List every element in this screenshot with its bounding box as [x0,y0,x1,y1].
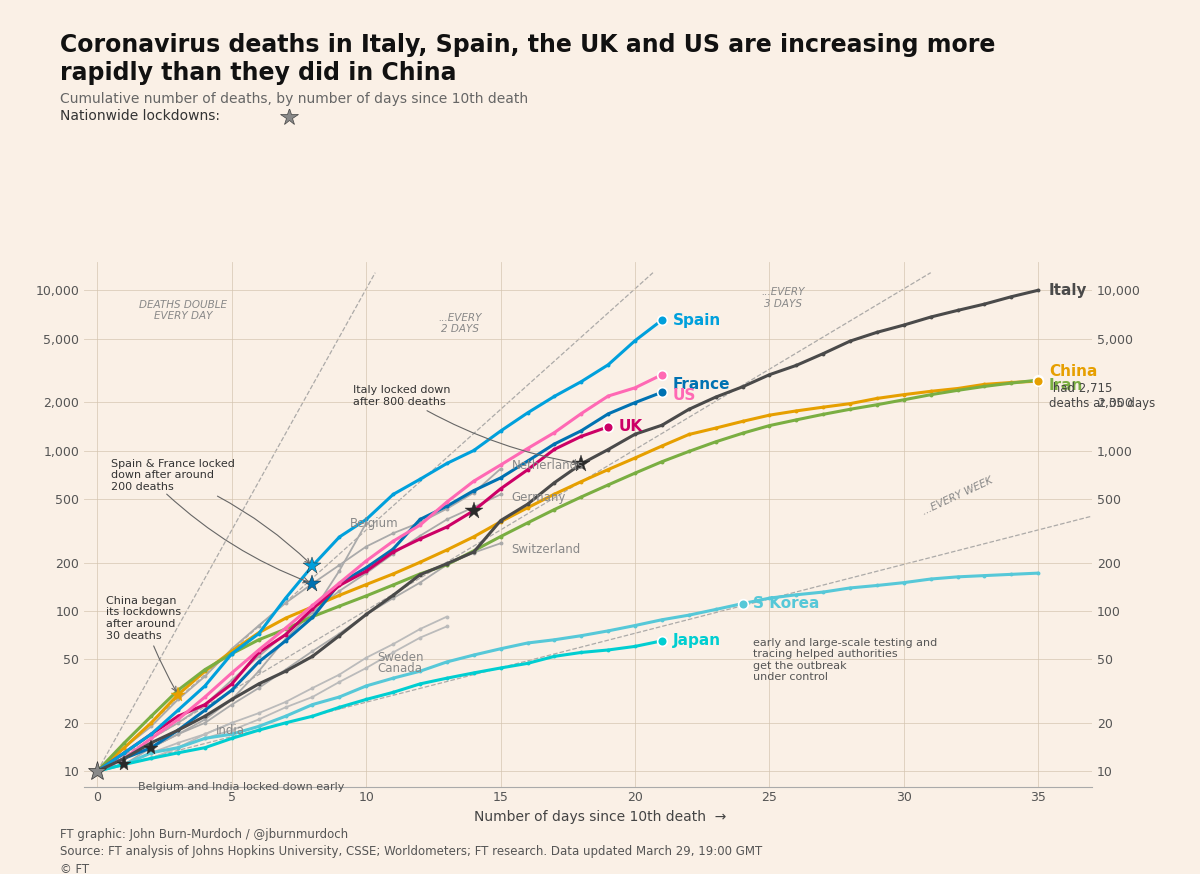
Text: Japan: Japan [673,634,721,649]
Text: ...EVERY WEEK: ...EVERY WEEK [920,475,995,517]
Text: S Korea: S Korea [754,596,820,611]
Text: FT graphic: John Burn-Murdoch / @jburnmurdoch: FT graphic: John Burn-Murdoch / @jburnmu… [60,828,348,841]
Text: rapidly than they did in China: rapidly than they did in China [60,61,456,85]
Text: US: US [673,388,696,403]
Text: early and large-scale testing and
tracing helped authorities
get the outbreak
un: early and large-scale testing and tracin… [754,638,937,683]
Text: Cumulative number of deaths, by number of days since 10th death: Cumulative number of deaths, by number o… [60,92,528,106]
Text: France: France [673,377,730,392]
Text: DEATHS DOUBLE
EVERY DAY: DEATHS DOUBLE EVERY DAY [139,300,228,322]
Text: had 2,715
deaths at 35 days: had 2,715 deaths at 35 days [1049,382,1156,410]
Text: China: China [1049,364,1097,379]
Text: Netherlands: Netherlands [511,459,583,472]
Text: Canada: Canada [377,662,422,675]
Text: Germany: Germany [511,491,565,504]
Text: Sweden: Sweden [377,651,424,664]
Text: UK: UK [619,420,643,434]
Text: Spain: Spain [673,313,721,328]
Text: Spain & France locked
down after around
200 deaths: Spain & France locked down after around … [110,459,310,563]
Text: Italy: Italy [1049,283,1087,298]
Text: ...EVERY
2 DAYS: ...EVERY 2 DAYS [438,313,482,335]
Text: Iran: Iran [1049,378,1084,393]
Text: © FT: © FT [60,863,89,874]
Text: India: India [216,724,245,737]
Text: Number of days since 10th death  →: Number of days since 10th death → [474,810,726,824]
Text: China began
its lockdowns
after around
30 deaths: China began its lockdowns after around 3… [106,596,181,691]
Text: Belgium: Belgium [350,517,398,530]
Text: Coronavirus deaths in Italy, Spain, the UK and US are increasing more: Coronavirus deaths in Italy, Spain, the … [60,33,995,57]
Text: Source: FT analysis of Johns Hopkins University, CSSE; Worldometers; FT research: Source: FT analysis of Johns Hopkins Uni… [60,845,762,858]
Text: Switzerland: Switzerland [511,544,581,557]
Text: ...EVERY
3 DAYS: ...EVERY 3 DAYS [761,287,805,309]
Text: Nationwide lockdowns:: Nationwide lockdowns: [60,109,220,123]
Text: Belgium and India locked down early: Belgium and India locked down early [138,782,344,793]
Text: Italy locked down
after 800 deaths: Italy locked down after 800 deaths [353,385,577,465]
